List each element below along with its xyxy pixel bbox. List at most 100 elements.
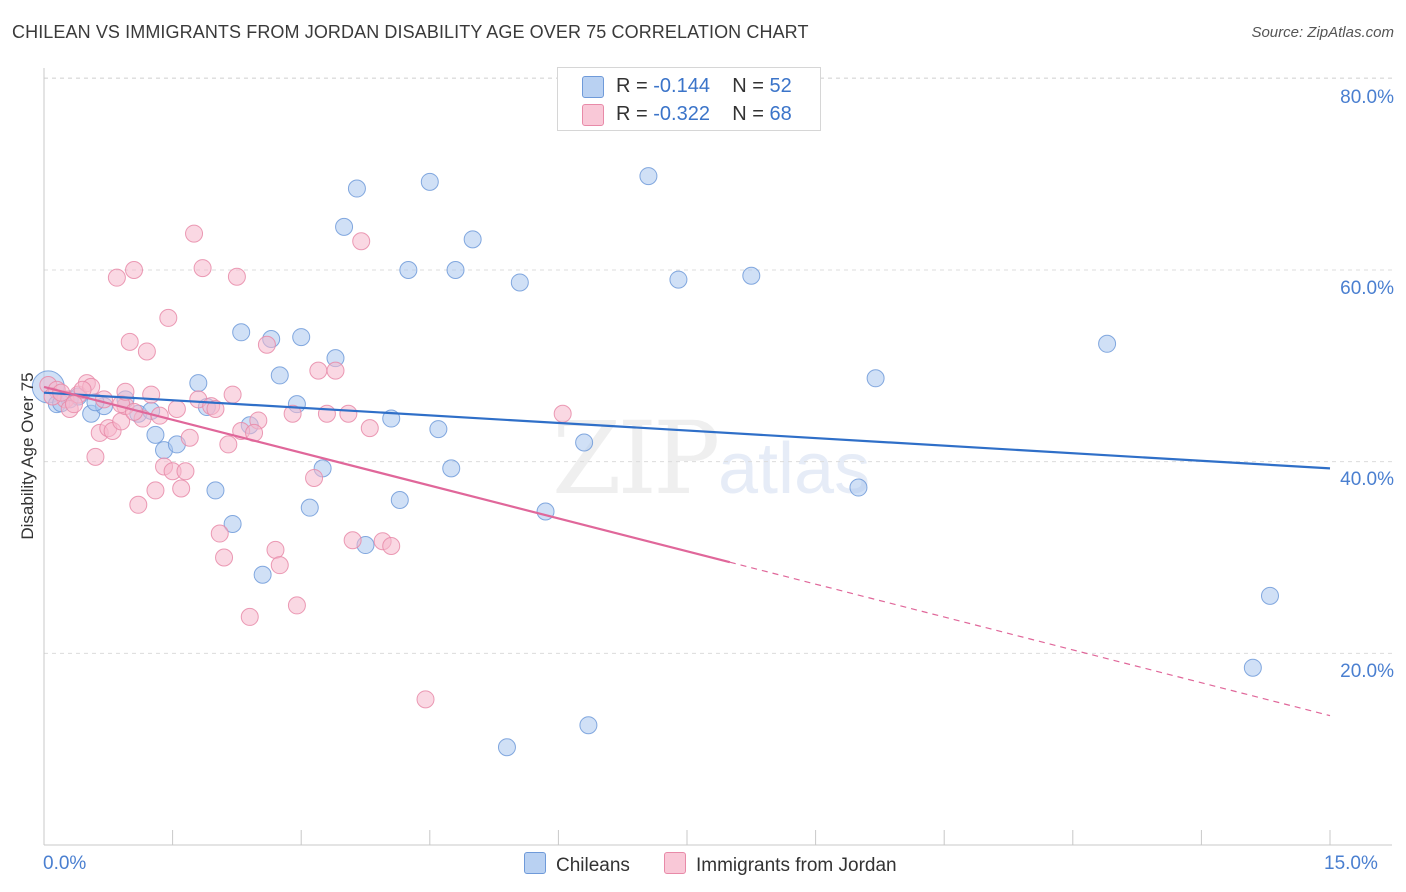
jordan-point [116,382,135,401]
y-tick-label-20: 20.0% [1340,661,1394,682]
chileans-point [390,491,409,509]
source-label: Source: ZipAtlas.com [1251,24,1394,41]
jordan-point [180,428,199,447]
jordan-point [206,399,225,418]
jordan-point [146,481,165,500]
chileans-point [335,217,354,236]
jordan-trend-line-dashed [729,561,1331,717]
chileans-point [849,478,868,497]
bottom-legend-jordan: Immigrants from Jordan [664,852,897,877]
bottom-legend-swatch-blue [524,852,546,874]
chileans-point [292,328,311,347]
jordan-trend-line [43,385,731,564]
jordan-point [185,224,204,243]
jordan-point [382,537,401,555]
chileans-point [442,459,461,478]
jordan-point [95,390,114,409]
chileans-point [399,261,418,279]
jordan-point [137,342,156,361]
jordan-point [360,419,379,438]
jordan-point [326,361,345,380]
legend-n-label: N = [732,103,764,125]
jordan-point [142,385,161,404]
jordan-point [287,596,306,615]
watermark-zip: ZIP [552,400,720,517]
legend-r-label: R = [616,75,648,97]
jordan-point [283,404,302,423]
chileans-point [270,366,289,385]
bottom-legend-chileans: Chileans [524,852,630,877]
x-tick-label-max: 15.0% [1324,853,1378,874]
y-tick-label-40: 40.0% [1340,469,1394,490]
jordan-point [107,268,126,287]
legend-n-value: 52 [769,75,792,97]
chileans-point [510,273,529,292]
watermark-atlas: atlas [718,429,871,509]
bottom-legend-label-jordan: Immigrants from Jordan [696,855,897,876]
jordan-point [129,495,148,514]
y-tick-label-80: 80.0% [1340,87,1394,108]
legend-swatch-blue [582,76,604,98]
jordan-point [270,556,289,575]
jordan-point [352,232,371,251]
chileans-point [223,514,242,533]
jordan-point [120,332,139,351]
jordan-point [343,531,362,550]
jordan-point [339,404,358,423]
chileans-point [232,323,251,342]
y-axis-label: Disability Age Over 75 [18,372,37,540]
chileans-point [463,230,482,249]
jordan-point [416,690,435,709]
jordan-point [553,404,572,423]
jordan-point [86,447,105,466]
chileans-point [146,425,165,444]
jordan-point [317,404,336,423]
chileans-point [669,270,688,289]
chileans-trend-line [43,391,1331,470]
bottom-legend-label-chileans: Chileans [556,855,630,876]
chileans-point [639,167,658,186]
jordan-point [305,468,324,487]
legend-r-value: -0.144 [653,75,710,97]
chart-title: CHILEAN VS IMMIGRANTS FROM JORDAN DISABI… [12,22,809,42]
jordan-point [210,524,229,543]
legend-n-value: 68 [769,103,792,125]
chileans-point [253,565,272,584]
y-tick-label-60: 60.0% [1340,278,1394,299]
jordan-point [172,479,191,498]
chileans-point [300,498,319,517]
chileans-point [446,261,465,279]
legend-r-value: -0.322 [653,103,710,125]
chileans-point [206,481,225,500]
jordan-point [257,335,276,354]
chileans-point [347,179,366,198]
legend-swatch-pink [582,104,604,126]
chileans-point [579,716,598,735]
jordan-point [159,308,178,327]
legend-r-label: R = [616,103,648,125]
chileans-point [1260,586,1279,605]
chileans-point [189,374,208,393]
jordan-point [223,385,242,404]
stats-legend: R = -0.144 N = 52 R = -0.322 N = 68 [557,67,821,131]
chileans-point [1098,334,1117,353]
jordan-point [309,361,328,380]
jordan-point [219,435,238,454]
jordan-point [125,261,144,279]
bottom-legend-swatch-pink [664,852,686,874]
x-tick-label-min: 0.0% [43,853,87,874]
chileans-point [420,172,439,191]
jordan-point [215,548,234,567]
chileans-point [497,738,516,757]
chileans-point [742,266,761,285]
chileans-point [1243,658,1262,677]
legend-n-label: N = [732,75,764,97]
jordan-point [167,399,186,418]
chileans-point [866,369,885,388]
jordan-point [176,462,195,481]
chileans-point [429,420,448,439]
chileans-point [575,433,594,452]
jordan-point [193,259,212,278]
jordan-point [240,607,259,626]
